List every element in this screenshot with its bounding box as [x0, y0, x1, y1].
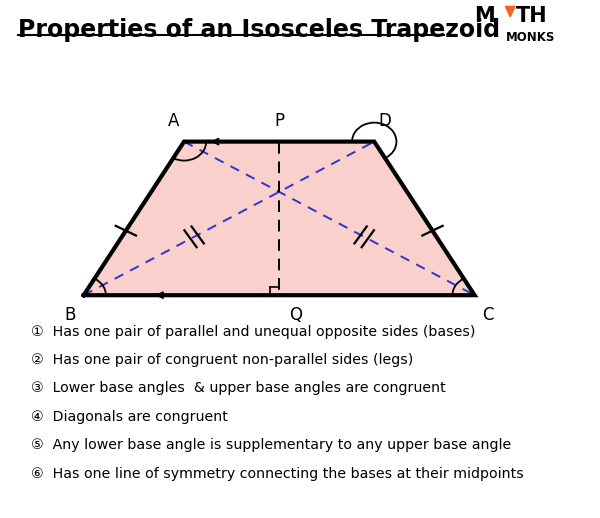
Polygon shape — [83, 141, 475, 295]
Text: M: M — [474, 6, 495, 26]
Text: ②  Has one pair of congruent non-parallel sides (legs): ② Has one pair of congruent non-parallel… — [31, 353, 413, 367]
Text: Properties of an Isosceles Trapezoid: Properties of an Isosceles Trapezoid — [18, 18, 500, 42]
Text: MONKS: MONKS — [506, 31, 556, 44]
Text: TH: TH — [515, 6, 547, 26]
Text: ①  Has one pair of parallel and unequal opposite sides (bases): ① Has one pair of parallel and unequal o… — [31, 325, 475, 339]
Polygon shape — [505, 6, 515, 17]
Text: ⑤  Any lower base angle is supplementary to any upper base angle: ⑤ Any lower base angle is supplementary … — [31, 438, 511, 452]
Text: C: C — [482, 307, 494, 324]
Text: A: A — [168, 112, 179, 131]
Text: D: D — [379, 112, 391, 131]
Text: Q: Q — [289, 307, 302, 324]
Text: ③  Lower base angles  & upper base angles are congruent: ③ Lower base angles & upper base angles … — [31, 381, 446, 395]
Text: ④  Diagonals are congruent: ④ Diagonals are congruent — [31, 410, 228, 424]
Text: B: B — [65, 307, 76, 324]
Text: ⑥  Has one line of symmetry connecting the bases at their midpoints: ⑥ Has one line of symmetry connecting th… — [31, 467, 524, 481]
Text: P: P — [274, 112, 284, 131]
